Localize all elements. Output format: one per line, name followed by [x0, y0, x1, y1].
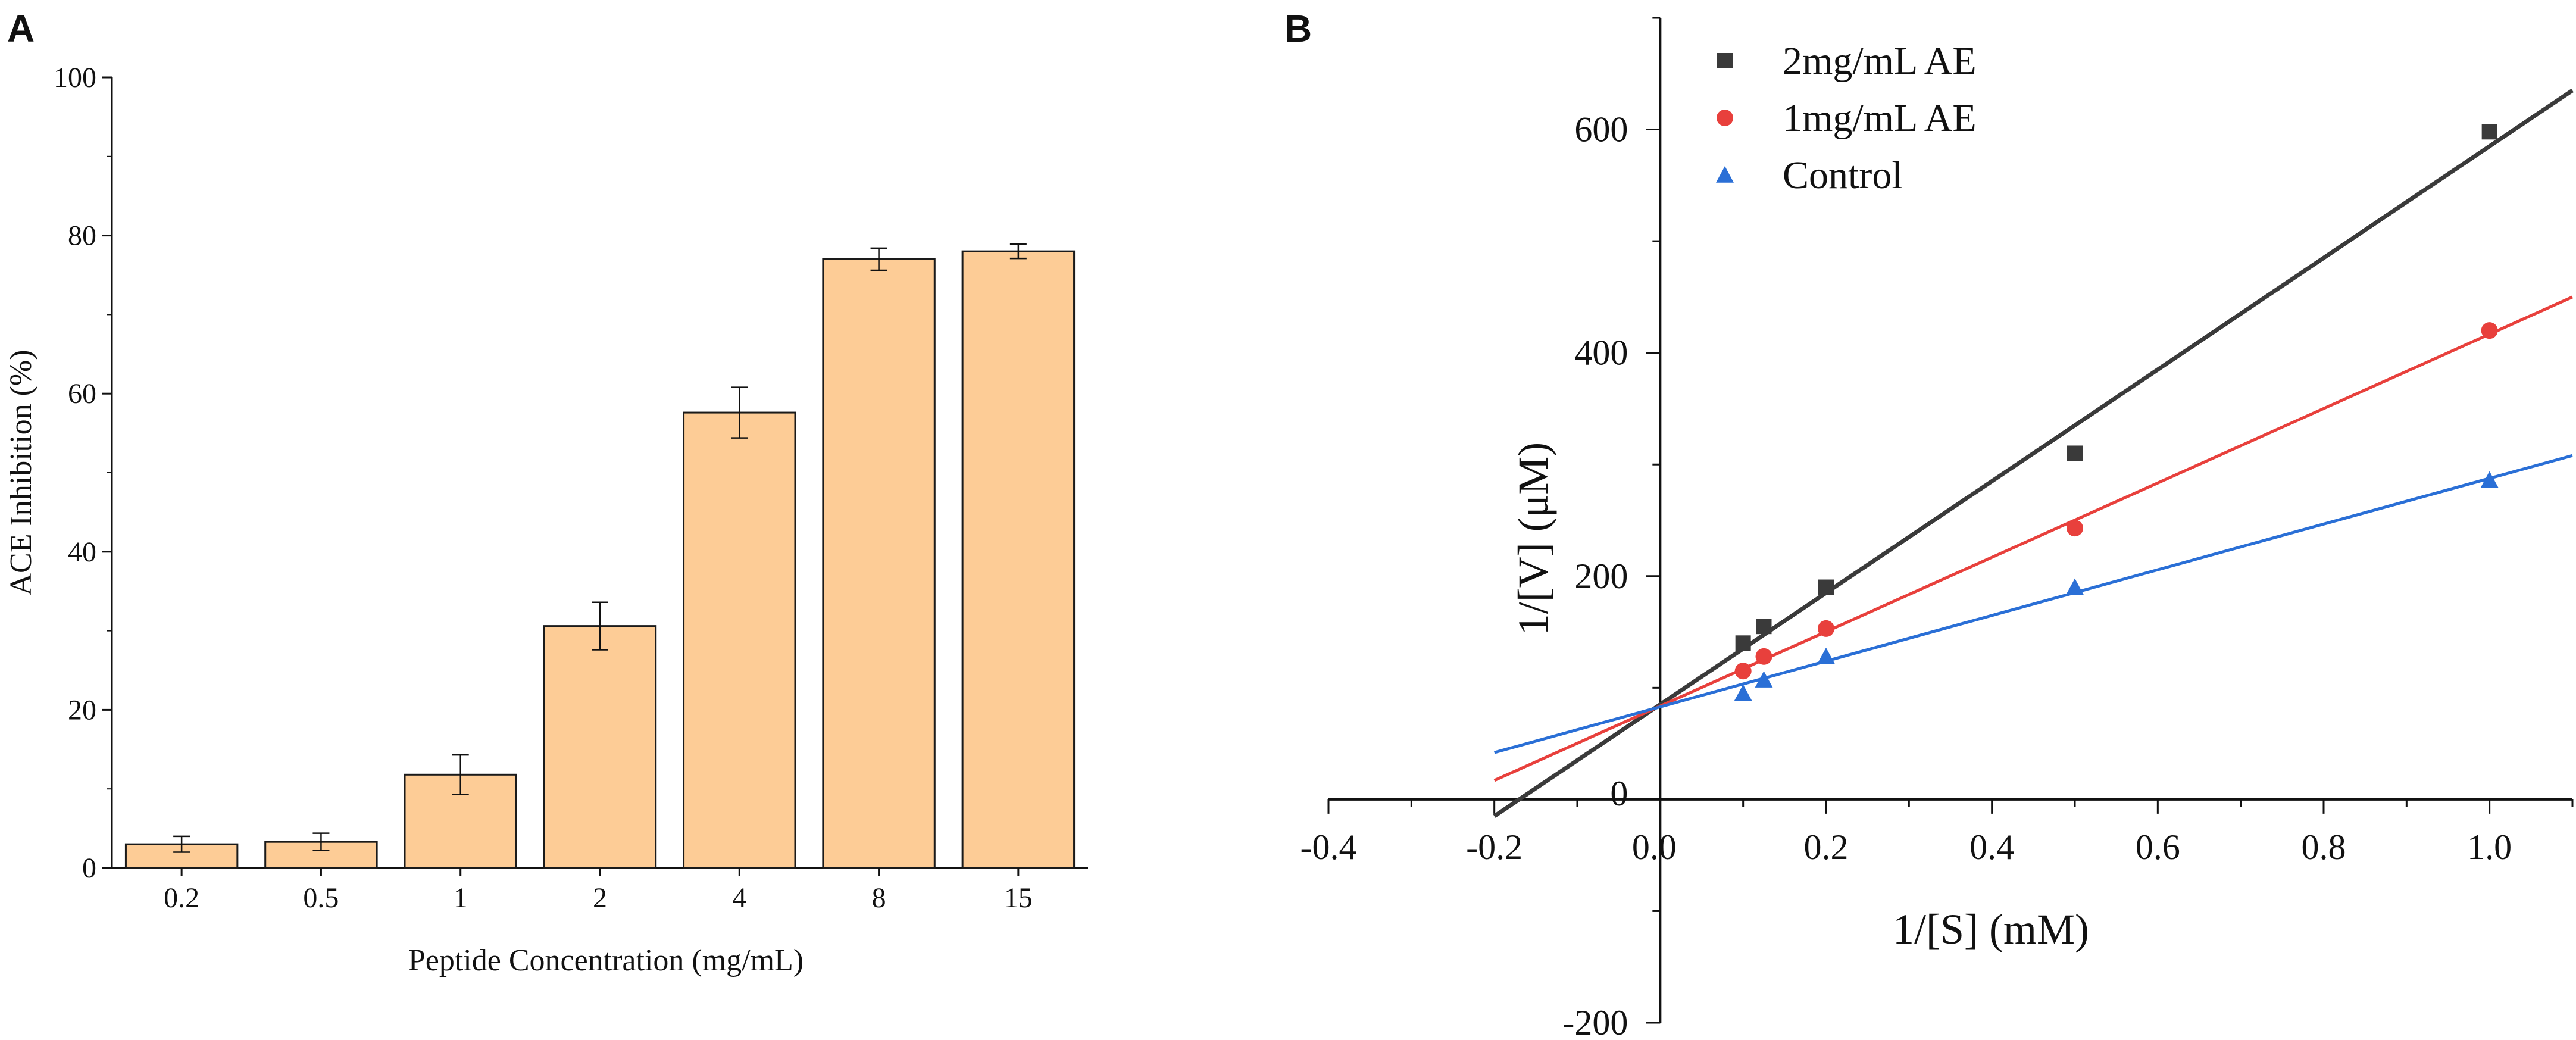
legend-label: Control	[1783, 154, 1903, 197]
fit-line	[1493, 295, 2574, 782]
x-tick-label: 2	[593, 882, 607, 914]
data-point	[2481, 124, 2497, 140]
y-tick-label: -200	[1562, 1003, 1628, 1040]
bar	[683, 411, 796, 869]
x-tick-label: 1	[454, 882, 468, 914]
panel-a-letter: A	[7, 7, 35, 50]
x-tick-label: 0.2	[1804, 827, 1849, 867]
x-axis-title: 1/[S] (mM)	[1893, 905, 2089, 953]
x-tick-label: 15	[1004, 882, 1033, 914]
data-point	[1818, 579, 1834, 595]
x-tick-label: 0.8	[2302, 827, 2346, 867]
y-tick-label: 200	[1574, 557, 1628, 596]
legend-label: 2mg/mL AE	[1783, 39, 1977, 83]
data-point	[1755, 648, 1772, 665]
bar	[822, 258, 936, 869]
x-tick-label: -0.2	[1466, 827, 1523, 867]
legend-marker	[1716, 166, 1734, 183]
fit-line	[1494, 454, 2573, 754]
legend-label: 1mg/mL AE	[1783, 96, 1977, 140]
data-point	[2481, 322, 2498, 339]
x-tick-label: -0.4	[1300, 827, 1357, 867]
y-tick-label: 40	[68, 536, 96, 568]
data-point	[2067, 520, 2083, 537]
x-tick-label: 4	[732, 882, 746, 914]
x-tick-label: 0.4	[1969, 827, 2014, 867]
data-point	[1755, 671, 1773, 688]
x-tick-label: 0.0	[1632, 827, 1677, 867]
data-point	[1734, 663, 1752, 680]
data-point	[1818, 620, 1834, 637]
x-axis-title: Peptide Concentration (mg/mL)	[408, 944, 804, 977]
panel-b-lineweaver-burk-plot: B -0.4 -0.2 0.0 0.2 0.4 0.6 0.8 1.0 -200 0 200 400 6…	[1284, 7, 2574, 1040]
y-tick-label: 20	[68, 694, 96, 726]
legend-marker	[1717, 53, 1733, 68]
bar	[543, 625, 657, 869]
x-tick-label: 0.6	[2136, 827, 2180, 867]
panel-a-bar-chart: A 0 20 40 60 80 100 0.2 0.5 1 2 4 8 15 Peptide Concen…	[4, 7, 1088, 977]
data-point	[1734, 684, 1752, 701]
data-point	[2067, 445, 2083, 461]
x-tick-label: 0.2	[164, 882, 199, 914]
x-tick-label: 8	[872, 882, 886, 914]
y-axis-title: 1/[V] (μM)	[1509, 442, 1557, 636]
data-point	[1735, 635, 1751, 651]
y-tick-label: 600	[1574, 110, 1628, 149]
y-tick-label: 0	[82, 852, 96, 884]
x-tick-label: 0.5	[303, 882, 339, 914]
panel-b-letter: B	[1284, 7, 1312, 50]
data-point	[1756, 619, 1772, 635]
data-point	[2480, 471, 2499, 488]
y-axis-title: ACE Inhibition (%)	[4, 349, 38, 595]
y-tick-label: 60	[68, 378, 96, 410]
data-point	[2066, 578, 2084, 595]
y-tick-label: 0	[1610, 774, 1628, 813]
x-tick-label: 1.0	[2467, 827, 2512, 867]
y-tick-label: 400	[1574, 333, 1628, 373]
legend-marker	[1717, 110, 1733, 126]
data-point	[1817, 647, 1835, 664]
bar	[961, 250, 1076, 869]
fit-line	[1493, 89, 2574, 818]
y-tick-label: 100	[54, 62, 96, 93]
y-tick-label: 80	[68, 220, 96, 252]
bar	[404, 773, 517, 869]
